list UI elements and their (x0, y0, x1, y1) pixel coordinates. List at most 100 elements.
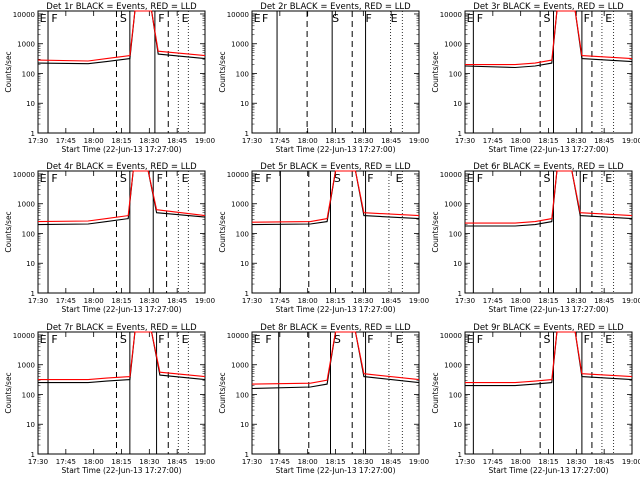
phase-label: F (584, 12, 590, 25)
detector-panel: Det 6r BLACK = Events, RED = LLD 1 10 100 10… (431, 162, 640, 314)
x-tick-label: 18:45 (381, 297, 401, 305)
phase-label: E (605, 333, 612, 346)
x-tick-label: 18:30 (353, 137, 373, 145)
x-axis-label: Start Time (22-Jun-13 17:27:00) (489, 145, 609, 154)
y-tick-label: 10 (453, 260, 462, 268)
x-tick-label: 18:30 (139, 137, 159, 145)
y-tick-label: 10000 (227, 171, 249, 179)
x-axis-label: Start Time (22-Jun-13 17:27:00) (489, 466, 609, 475)
y-tick-label: 100 (22, 70, 35, 78)
phase-label: E (467, 172, 474, 185)
phase-label: S (543, 172, 550, 185)
plot-frame (464, 170, 633, 294)
y-axis-label: Counts/sec (218, 372, 227, 413)
lld-series-line (38, 331, 206, 381)
panel-title: Det 1r BLACK = Events, RED = LLD (46, 2, 197, 12)
plot-frame (464, 331, 633, 455)
x-tick-label: 19:00 (409, 297, 429, 305)
phase-label: E (396, 333, 403, 346)
phase-label: E (396, 172, 403, 185)
y-tick-label: 100 (449, 70, 462, 78)
phase-label: E (605, 12, 612, 25)
x-tick-label: 18:00 (84, 297, 104, 305)
plot-frame (37, 331, 206, 455)
lld-series-line (251, 170, 420, 223)
phase-label: S (543, 333, 550, 346)
y-tick-label: 1 (458, 290, 462, 298)
x-tick-label: 17:30 (242, 297, 262, 305)
x-tick-label: 17:30 (28, 297, 48, 305)
x-tick-label: 18:00 (298, 297, 318, 305)
y-axis-label: Counts/sec (218, 51, 227, 92)
phase-label: F (584, 333, 590, 346)
y-axis-label: Counts/sec (4, 372, 13, 413)
panel-title: Det 2r BLACK = Events, RED = LLD (260, 2, 411, 12)
y-tick-label: 1 (458, 130, 462, 138)
phase-label: S (334, 172, 341, 185)
detector-panel: Det 3r BLACK = Events, RED = LLD 1 10 100 10… (431, 2, 640, 154)
lld-series-line (251, 331, 420, 385)
phase-label: S (332, 12, 339, 25)
x-tick-label: 18:15 (538, 458, 558, 466)
lld-series-line (465, 10, 633, 66)
phase-label: S (334, 333, 341, 346)
phase-label: F (158, 12, 164, 25)
x-tick-label: 18:45 (594, 297, 614, 305)
plot-frame (464, 10, 633, 134)
y-tick-label: 10 (240, 100, 249, 108)
y-tick-label: 1 (245, 451, 249, 459)
x-tick-label: 19:00 (409, 137, 429, 145)
y-tick-label: 1000 (231, 362, 249, 370)
y-axis-label: Counts/sec (218, 211, 227, 252)
y-tick-label: 100 (236, 230, 249, 238)
y-tick-label: 100 (22, 391, 35, 399)
x-tick-label: 17:30 (242, 137, 262, 145)
lld-series-line (465, 170, 633, 224)
phase-label: F (477, 12, 483, 25)
y-tick-label: 10 (453, 100, 462, 108)
x-tick-label: 17:30 (242, 458, 262, 466)
x-tick-label: 19:00 (622, 137, 640, 145)
y-tick-label: 10000 (440, 171, 462, 179)
x-tick-label: 18:15 (538, 137, 558, 145)
y-tick-label: 10 (240, 260, 249, 268)
x-tick-label: 18:45 (594, 458, 614, 466)
y-tick-label: 1000 (17, 201, 35, 209)
y-tick-label: 10000 (440, 332, 462, 340)
phase-label: F (51, 333, 57, 346)
phase-label: E (182, 12, 189, 25)
phase-label: E (254, 172, 261, 185)
y-tick-label: 10000 (13, 11, 35, 19)
x-tick-label: 17:45 (56, 297, 76, 305)
x-axis-label: Start Time (22-Jun-13 17:27:00) (62, 305, 182, 314)
x-axis-label: Start Time (22-Jun-13 17:27:00) (276, 305, 396, 314)
phase-label: F (366, 12, 372, 25)
phase-label: F (265, 333, 271, 346)
phase-label: E (391, 12, 398, 25)
phase-label: F (367, 172, 373, 185)
phase-label: F (51, 12, 57, 25)
panel-title: Det 3r BLACK = Events, RED = LLD (473, 2, 624, 12)
x-tick-label: 18:00 (298, 458, 318, 466)
x-tick-label: 18:15 (111, 297, 131, 305)
phase-label: E (467, 12, 474, 25)
y-tick-label: 1 (31, 130, 35, 138)
phase-label: E (40, 172, 47, 185)
phase-label: F (158, 333, 164, 346)
x-tick-label: 17:45 (483, 297, 503, 305)
x-tick-label: 19:00 (195, 458, 215, 466)
x-tick-label: 18:00 (511, 458, 531, 466)
y-tick-label: 10 (453, 421, 462, 429)
x-tick-label: 18:30 (566, 297, 586, 305)
phase-label: S (120, 333, 127, 346)
x-tick-label: 18:00 (511, 297, 531, 305)
x-tick-label: 19:00 (622, 458, 640, 466)
phase-label: F (265, 172, 271, 185)
y-tick-label: 100 (236, 70, 249, 78)
lld-series-line (465, 331, 633, 384)
x-tick-label: 18:30 (139, 297, 159, 305)
x-tick-label: 17:45 (56, 137, 76, 145)
y-axis-label: Counts/sec (4, 211, 13, 252)
y-tick-label: 1000 (444, 41, 462, 49)
